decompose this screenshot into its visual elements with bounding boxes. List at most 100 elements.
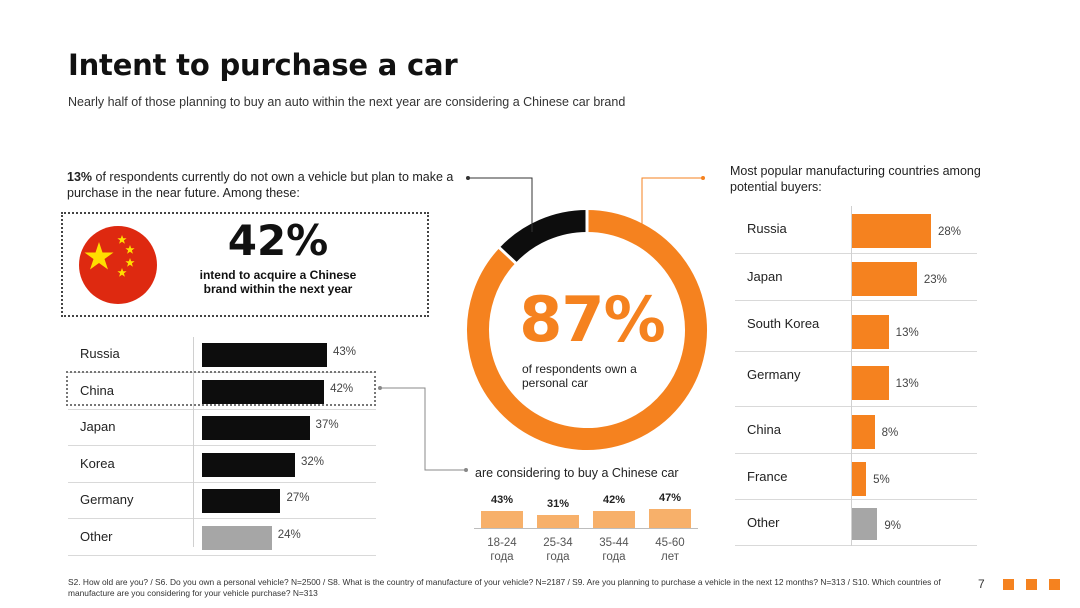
bar-label: Germany (80, 492, 134, 507)
bar-value: 28% (938, 226, 962, 238)
table-row: Other 24% (68, 520, 376, 556)
bar-label: Korea (80, 455, 115, 471)
page-number: 7 (978, 577, 985, 591)
table-row: Japan 23% (735, 254, 977, 301)
bar (202, 416, 310, 440)
bar (852, 214, 931, 248)
bar (202, 452, 296, 477)
connector-china-dot-end (464, 468, 468, 472)
connector-china-dot-start (378, 386, 382, 390)
donut-center-percent: 87% (519, 283, 665, 356)
brand-square-icon (1026, 579, 1037, 590)
bar-value: 13% (895, 327, 919, 339)
intro-highlight: 13% (67, 170, 93, 184)
bar-value: 42% (330, 382, 354, 395)
table-row: Japan 37% (68, 410, 376, 446)
bar-value: 31% (546, 498, 570, 511)
bar-label: Germany (747, 367, 801, 382)
bar (202, 379, 325, 404)
right-chart-axis (851, 206, 852, 546)
highlight-note: intend to acquire a Chinese brand within… (199, 268, 357, 296)
connector-black (468, 177, 533, 232)
bar-value: 43% (333, 346, 357, 358)
connector-china (378, 387, 466, 471)
table-row: Korea 32% (68, 447, 376, 483)
bar (593, 511, 635, 528)
bar (852, 508, 878, 540)
bar-value: 27% (286, 492, 310, 504)
highlight-box: 42% intend to acquire a Chinese brand wi… (61, 212, 429, 317)
bar-value: 8% (881, 427, 899, 439)
bar-label: South Korea (747, 316, 820, 331)
brand-square-icon (1049, 579, 1060, 590)
china-flag-icon (79, 226, 157, 304)
bar-value: 47% (658, 492, 682, 504)
age-chart-baseline (474, 528, 698, 529)
bar-label: Japan (747, 269, 783, 284)
page-subtitle: Nearly half of those planning to buy an … (68, 95, 626, 109)
table-row: France 5% (735, 454, 977, 500)
bar (202, 489, 281, 513)
bar-value: 42% (602, 494, 626, 507)
bar-value: 37% (315, 419, 339, 431)
china-flag-stars (84, 235, 135, 277)
bar-label: 45-60 лет (645, 536, 695, 564)
bar-value: 5% (873, 474, 890, 486)
bar-value: 43% (490, 493, 514, 506)
intro-body: of respondents currently do not own a ve… (67, 170, 454, 200)
donut-slice-own (467, 210, 707, 450)
age-chart-title: are considering to buy a Chinese car (475, 466, 679, 480)
table-row: China 8% (735, 407, 977, 454)
bar-label: France (747, 469, 788, 484)
bar-label: Other (747, 515, 780, 530)
bar-value: 9% (884, 520, 902, 532)
bar-label: Russia (80, 346, 120, 361)
bar-label: China (80, 382, 114, 398)
bar-value: 24% (277, 528, 301, 541)
bar-value: 32% (301, 455, 325, 468)
bar (202, 343, 327, 367)
bar (852, 262, 917, 296)
donut-separator (497, 246, 518, 265)
left-chart-axis (193, 337, 194, 547)
bar-label: 35-44 года (589, 536, 639, 564)
highlight-percent: 42% (227, 216, 329, 265)
right-chart-title: Most popular manufacturing countries amo… (730, 164, 981, 194)
bar-label-line: года (602, 551, 626, 563)
footnote: S2. How old are you? / S6. Do you own a … (68, 577, 941, 598)
bar-value: 13% (895, 378, 919, 390)
table-row: Russia 28% (735, 206, 977, 254)
bar-value: 23% (923, 274, 947, 286)
bar (481, 510, 523, 528)
bar (852, 366, 889, 400)
brand-square-icon (1003, 579, 1014, 590)
table-row: Germany 13% (735, 352, 977, 407)
donut-slice-not-own (499, 210, 588, 264)
table-row: Other 9% (735, 500, 977, 546)
bar-label-line: лет (661, 551, 679, 563)
bar-label-line: 18-24 (487, 537, 517, 549)
bar-label: Russia (747, 221, 787, 236)
table-row: Russia 43% (68, 337, 376, 373)
bar-label: Other (80, 528, 113, 544)
bar (852, 462, 867, 496)
bar-label: China (747, 422, 781, 437)
bar-label-line: 35-44 (599, 537, 629, 549)
china-row-highlight (66, 371, 376, 406)
bar-label-line: 25-34 (543, 537, 573, 549)
bar (852, 315, 889, 349)
bar-label: 25-34 года (533, 536, 583, 564)
bar-label-line: года (490, 551, 514, 563)
bar (852, 415, 875, 449)
bar (649, 509, 691, 528)
bar (202, 525, 272, 550)
table-row: China 42% (68, 374, 376, 410)
bar-label: Japan (80, 419, 116, 434)
connector-orange-dot (701, 176, 705, 180)
bar-label-line: года (546, 551, 570, 563)
bar (537, 515, 579, 528)
table-row: South Korea 13% (735, 301, 977, 352)
bar-label: 18-24 года (477, 536, 527, 564)
bar-label-line: 45-60 (655, 537, 685, 549)
